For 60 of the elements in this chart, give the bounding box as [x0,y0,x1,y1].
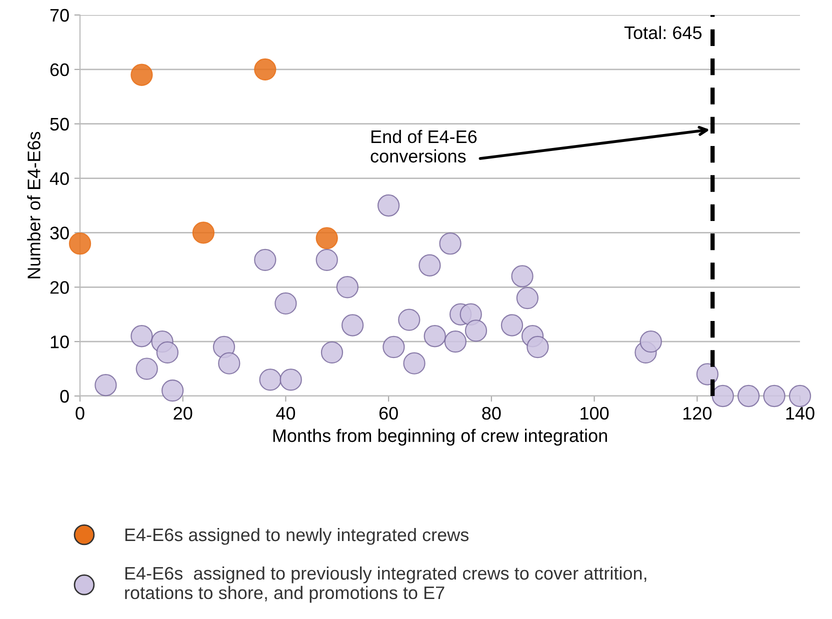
x-tick-label: 140 [786,406,814,420]
point [218,352,240,374]
point [382,336,405,358]
point [274,292,297,315]
point [161,379,184,402]
y-tick-label: 10 [50,336,69,348]
x-tick-label: 100 [580,406,609,420]
point [280,368,302,391]
point [418,254,441,276]
point [136,358,158,380]
point [130,325,153,348]
point [94,374,117,396]
point [511,265,534,288]
point [737,384,760,408]
point [516,286,539,310]
point [696,363,719,386]
point [424,325,446,348]
point [254,58,276,81]
point [156,341,179,364]
x-axis-title: Months from beginning of crew integration [273,428,607,446]
point [320,341,344,364]
point [464,320,488,342]
y-tick-label: 50 [50,118,69,131]
point [526,336,549,358]
point [444,330,467,353]
y-tick-label: 30 [50,226,69,240]
annotation: Total: 645 [624,26,702,40]
point [377,194,400,217]
legend-label: E4-E6s assigned to newly integrated crews [125,528,469,545]
point [68,232,92,255]
x-tick-label: 120 [683,406,712,420]
annotation: End of E4-E6 conversions [370,130,477,163]
y-tick-label: 60 [50,63,69,76]
y-axis-title: Number of E4-E6s [27,132,40,278]
legend-label: E4-E6s assigned to previously integrated crews to cover attrition, rotations to shore, and promotions to E7 [125,566,646,603]
x-tick-label: 80 [482,406,501,420]
point [500,314,524,336]
point [192,222,215,244]
y-tick-label: 20 [50,281,69,294]
point [336,276,359,298]
point [403,352,426,374]
x-tick-label: 0 [76,406,84,420]
point [398,308,420,331]
point [316,227,338,250]
point [130,64,153,86]
point [439,232,462,255]
point [254,248,276,272]
point [640,330,662,353]
point [788,384,812,408]
x-tick-label: 40 [276,406,296,420]
point [259,368,282,391]
point [316,248,338,272]
y-tick-label: 40 [50,172,69,186]
y-tick-label: 70 [50,8,69,22]
y-tick-label: 0 [60,390,69,403]
point [712,384,734,408]
x-tick-label: 60 [379,406,398,420]
x-tick-label: 20 [174,406,192,420]
point [341,314,364,336]
point [763,384,786,408]
